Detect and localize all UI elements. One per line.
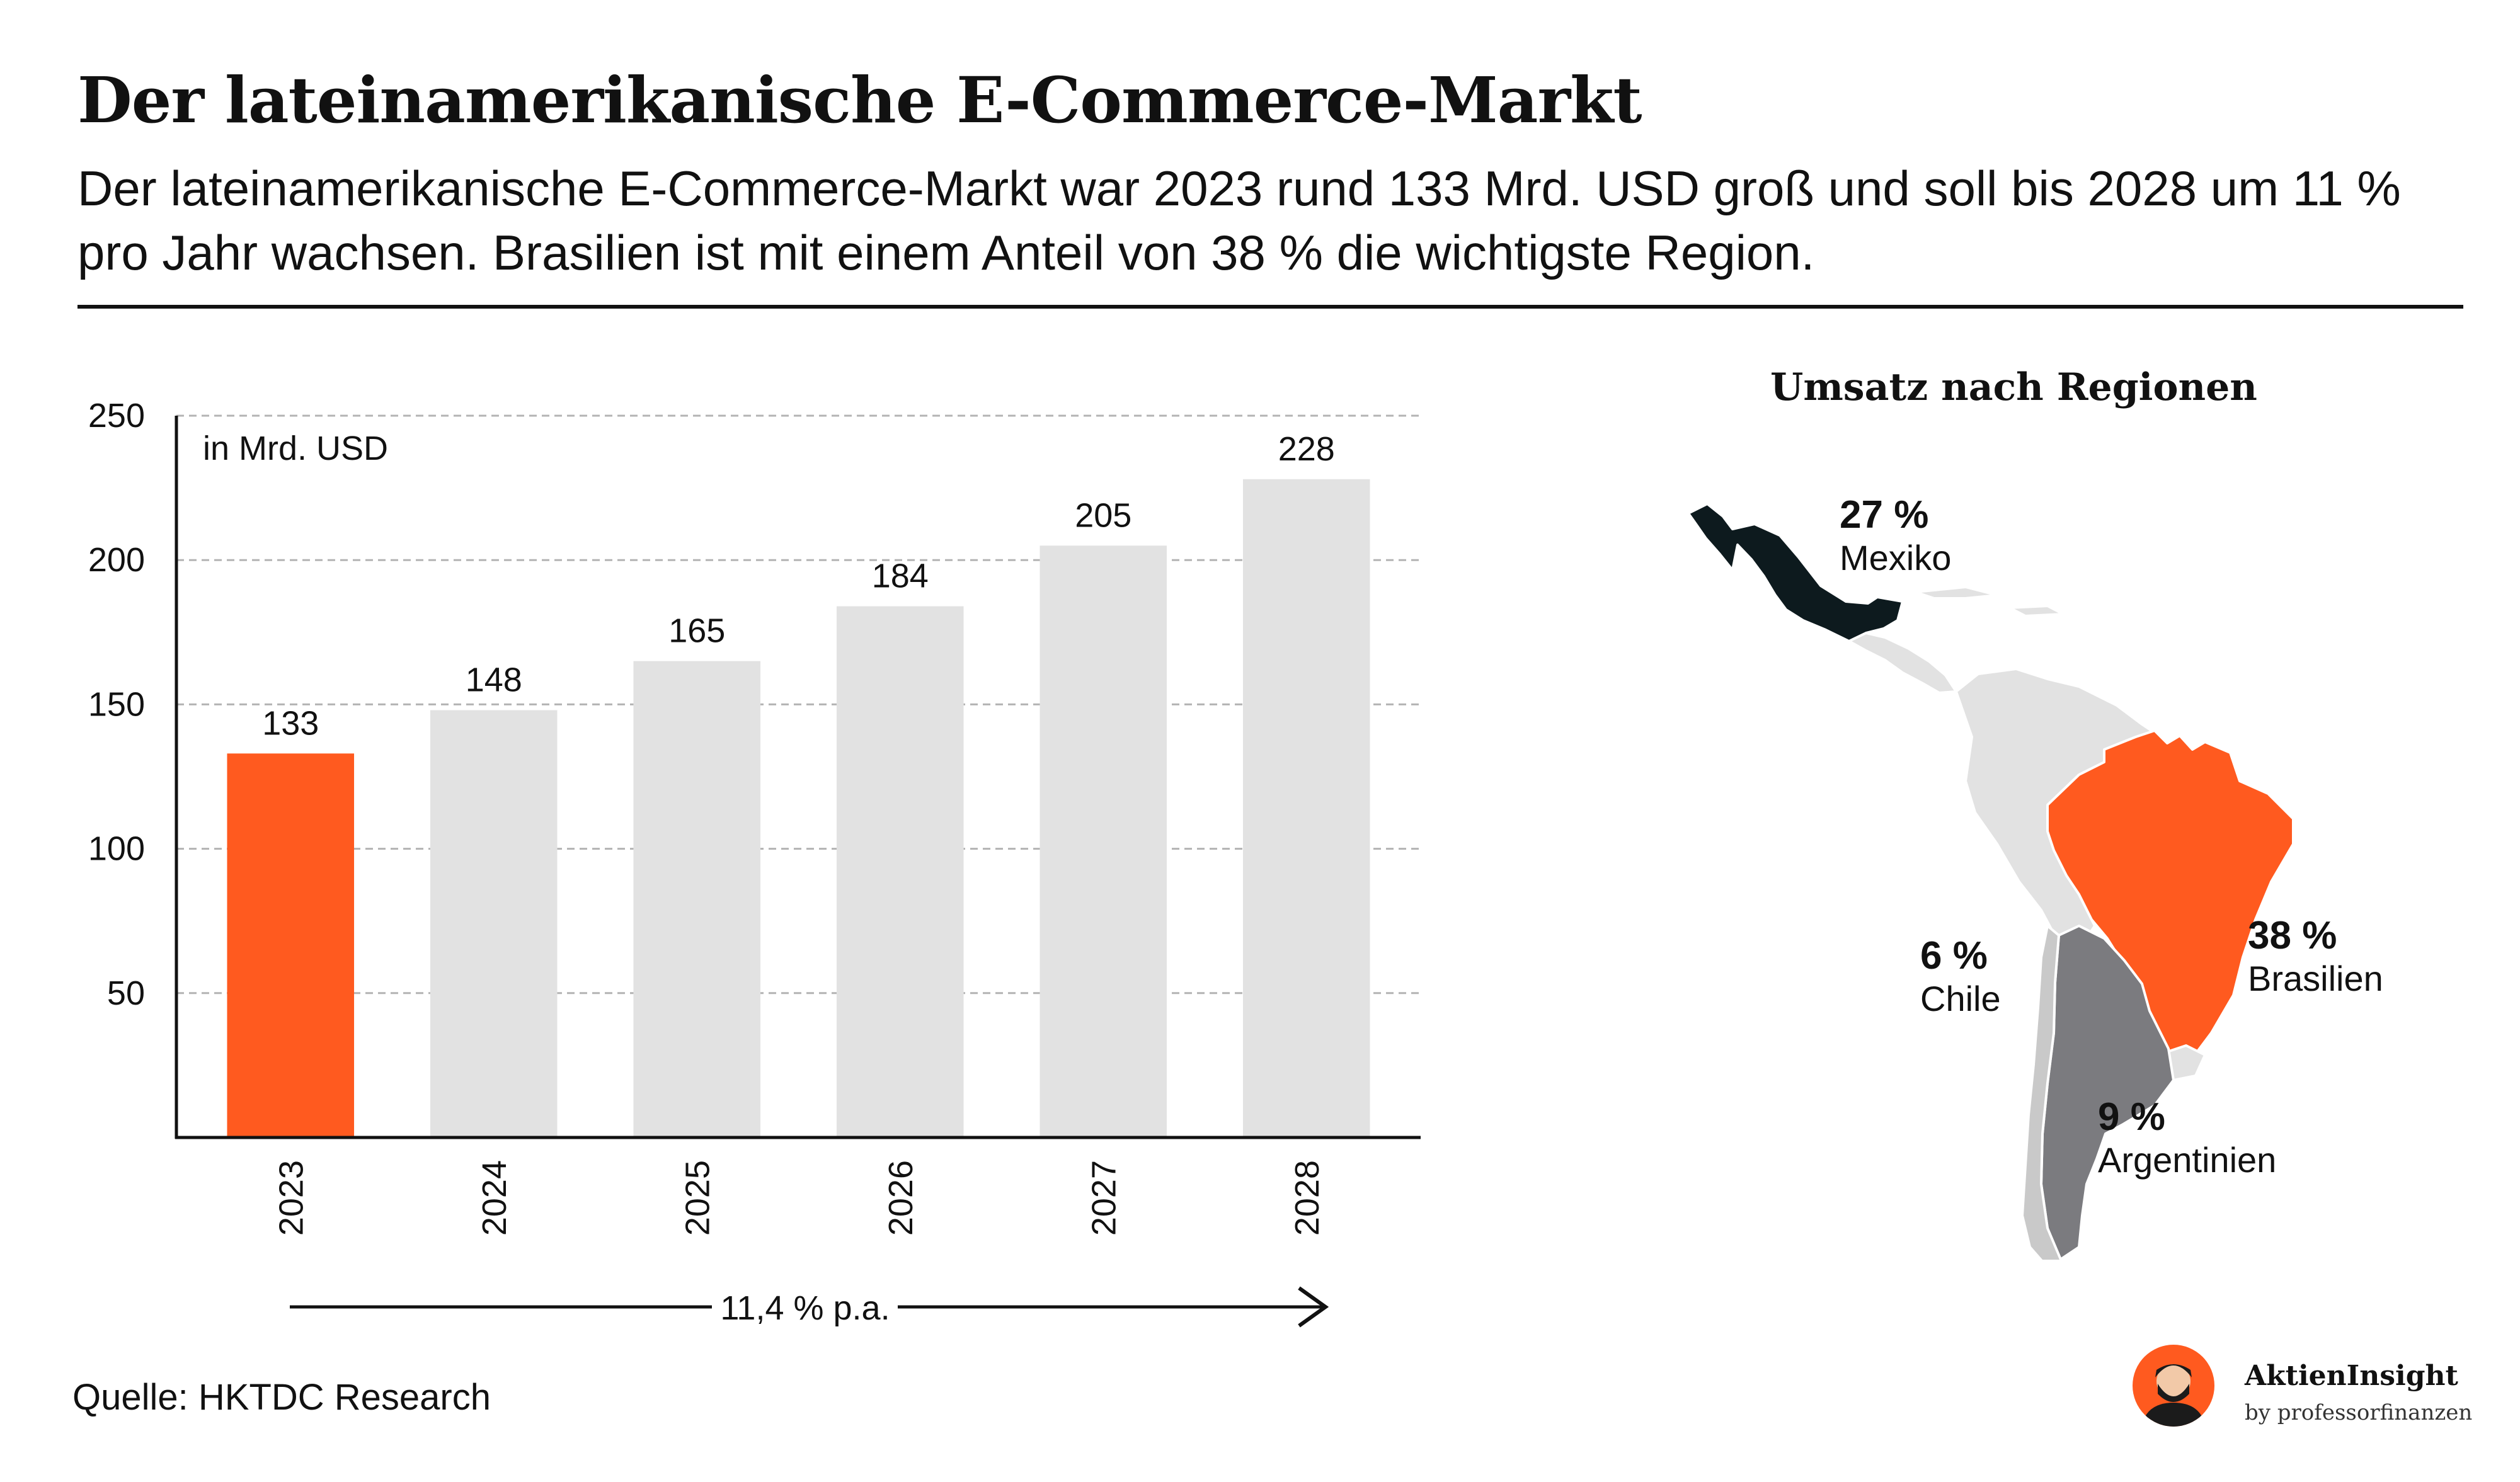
bar-2024 [430, 710, 558, 1137]
region-label-mexico: 27 % Mexiko [1840, 493, 1951, 578]
bar-2028 [1242, 479, 1370, 1137]
x-tick-label: 2024 [476, 1160, 513, 1236]
bar-value-label: 148 [466, 661, 522, 699]
gridlines [176, 414, 1421, 995]
region-name: Argentinien [2098, 1140, 2277, 1180]
bar-2025 [633, 661, 761, 1137]
x-tick-label: 2023 [272, 1160, 310, 1236]
region-name: Mexiko [1840, 538, 1952, 578]
region-pct: 6 % [1920, 934, 1988, 978]
growth-arrow-head [1298, 1286, 1329, 1328]
region-label-chile: 6 % Chile [1920, 933, 2001, 1019]
x-tick-label: 2027 [1085, 1160, 1123, 1236]
brand-name: AktienInsight [2245, 1360, 2458, 1392]
growth-annotation: 11,4 % p.a. [720, 1289, 890, 1327]
y-tick-label: 200 [88, 541, 145, 579]
bar-value-labels: 133 148 165 184 205 228 [262, 430, 1335, 742]
bar-2023 [227, 753, 355, 1137]
y-tick-label: 250 [88, 397, 145, 435]
bar-value-label: 228 [1278, 430, 1335, 468]
region-caribbean-2 [2008, 605, 2065, 617]
source-note: Quelle: HKTDC Research [72, 1377, 491, 1418]
region-brazil [2046, 729, 2294, 1078]
page-subtitle: Der lateinamerikanische E-Commerce-Markt… [77, 161, 2401, 280]
region-label-brasilien: 38 % Brasilien [2248, 913, 2383, 999]
x-tick-label: 2025 [679, 1160, 716, 1236]
page-title: Der lateinamerikanische E-Commerce-Markt [77, 63, 1642, 137]
x-axis-tick-labels: 2023 2024 2025 2026 2027 2028 [272, 1160, 1326, 1236]
region-label-argentinien: 9 % Argentinien [2098, 1095, 2276, 1180]
map-title: Umsatz nach Regionen [1770, 365, 2257, 409]
y-tick-label: 50 [107, 974, 145, 1012]
region-mexico [1687, 503, 1904, 642]
unit-label: in Mrd. USD [203, 430, 388, 467]
y-axis-tick-labels: 50 100 150 200 250 [88, 397, 145, 1012]
bar-2026 [836, 606, 964, 1137]
bar-2027 [1040, 545, 1167, 1137]
bar-value-label: 165 [668, 612, 725, 650]
region-pct: 27 % [1840, 493, 1929, 537]
bar-value-label: 184 [872, 557, 929, 595]
brand-tagline: by professorfinanzen [2245, 1400, 2473, 1425]
bar-value-label: 205 [1075, 496, 1131, 534]
x-tick-label: 2026 [882, 1160, 920, 1236]
region-chile [2021, 925, 2063, 1260]
y-tick-label: 100 [88, 830, 145, 868]
bar-value-label: 133 [262, 704, 319, 742]
x-tick-label: 2028 [1288, 1160, 1326, 1236]
avatar-icon [2133, 1345, 2214, 1427]
latin-america-map [1687, 503, 2294, 1260]
region-pct: 38 % [2248, 914, 2337, 957]
region-name: Brasilien [2248, 959, 2383, 998]
region-caribbean-1 [1914, 586, 1998, 600]
region-name: Chile [1920, 979, 2001, 1018]
region-pct: 9 % [2098, 1095, 2165, 1139]
header-divider [77, 305, 2463, 309]
bars [227, 479, 1370, 1137]
y-tick-label: 150 [88, 685, 145, 723]
region-central-america [1848, 632, 1957, 694]
